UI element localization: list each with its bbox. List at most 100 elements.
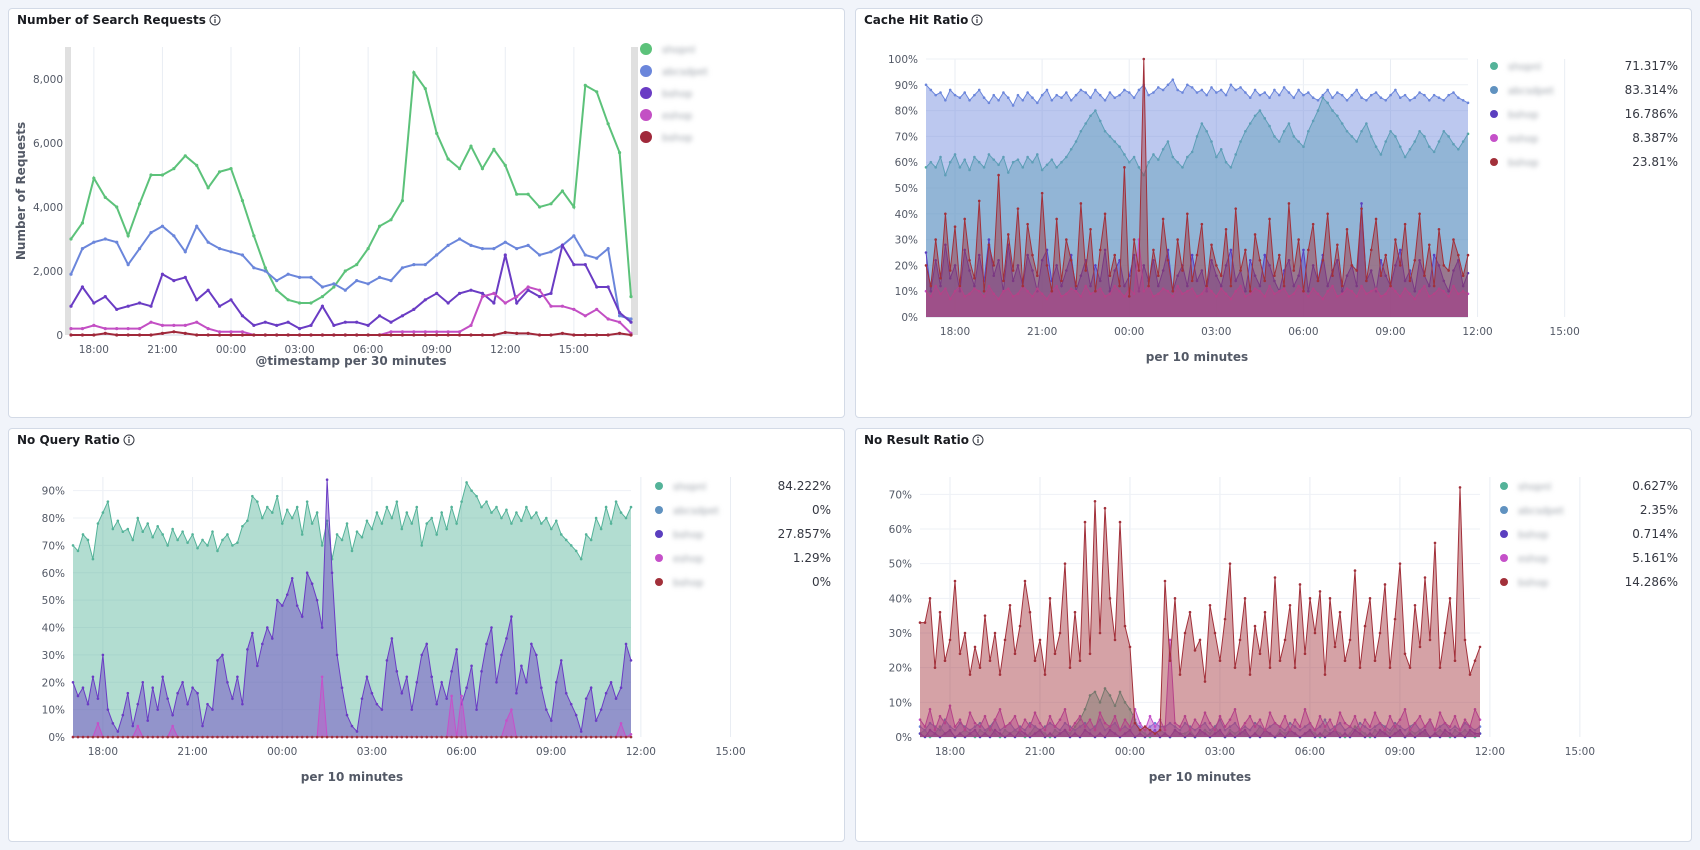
legend-item[interactable]: abcsdpet 83.314%: [1490, 83, 1678, 97]
data-point: [423, 263, 427, 267]
data-point: [380, 522, 384, 525]
data-point: [1311, 96, 1315, 99]
data-point: [156, 735, 159, 739]
data-point: [86, 735, 90, 739]
legend-item[interactable]: abcsdpet 2.35%: [1500, 503, 1678, 517]
data-point: [953, 579, 957, 583]
legend-item[interactable]: bshop 27.857%: [655, 527, 831, 541]
data-point: [1263, 295, 1267, 298]
legend-item[interactable]: bshop 16.786%: [1490, 107, 1678, 121]
data-point: [1045, 88, 1049, 92]
data-point: [1153, 728, 1157, 732]
data-point: [1443, 732, 1447, 735]
data-point: [1418, 258, 1421, 262]
x-tick-label: 18:00: [935, 746, 965, 758]
data-point: [997, 173, 1000, 177]
legend-item[interactable]: eshop 5.161%: [1500, 551, 1678, 565]
info-icon[interactable]: [123, 434, 135, 446]
data-point: [1002, 155, 1005, 159]
data-point: [1188, 610, 1192, 614]
data-point: [572, 307, 576, 311]
info-icon[interactable]: [209, 14, 221, 26]
data-point: [1003, 725, 1007, 728]
data-point: [1408, 279, 1412, 283]
data-point: [1153, 725, 1157, 728]
data-point: [1473, 732, 1477, 735]
data-point: [1171, 289, 1175, 293]
data-point: [1398, 248, 1402, 252]
data-point: [1463, 638, 1467, 642]
data-point: [1408, 98, 1412, 102]
data-point: [1158, 728, 1162, 732]
data-point: [953, 735, 957, 739]
info-icon[interactable]: [971, 14, 983, 26]
legend-item[interactable]: shopnl: [640, 43, 695, 56]
legend-item[interactable]: abcsdpet 0%: [655, 503, 831, 517]
legend-item[interactable]: abcsdpet: [640, 65, 708, 78]
legend-item[interactable]: bshop 23.81%: [1490, 155, 1678, 169]
data-point: [160, 323, 165, 327]
data-point: [963, 735, 967, 739]
data-point: [1384, 98, 1388, 102]
legend-item[interactable]: bshop: [640, 87, 692, 100]
data-point: [1045, 163, 1049, 167]
data-point: [1447, 269, 1450, 272]
data-point: [1153, 732, 1157, 735]
data-point: [1287, 122, 1291, 125]
legend-value: 27.857%: [778, 527, 831, 541]
data-point: [1156, 292, 1160, 296]
data-point: [1318, 714, 1322, 718]
right-edge-bar: [631, 47, 638, 335]
legend-item[interactable]: eshop 1.29%: [655, 551, 831, 565]
x-tick-label: 03:00: [1205, 746, 1235, 758]
data-point: [355, 333, 359, 337]
data-point: [537, 288, 542, 292]
data-point: [1123, 284, 1126, 288]
data-point: [1297, 284, 1300, 288]
data-point: [1208, 732, 1212, 735]
data-point: [475, 735, 478, 739]
data-point: [983, 714, 987, 718]
data-point: [958, 96, 962, 99]
data-point: [510, 615, 513, 618]
data-point: [1438, 728, 1442, 732]
data-point: [380, 708, 384, 711]
y-tick-label: 90%: [42, 486, 65, 498]
data-point: [1128, 725, 1132, 728]
legend-item[interactable]: eshop: [640, 109, 692, 122]
legend-item[interactable]: eshop 8.387%: [1490, 131, 1678, 145]
data-point: [263, 320, 267, 324]
data-point: [1148, 725, 1152, 728]
x-tick-label: 00:00: [1114, 326, 1144, 338]
info-icon[interactable]: [972, 434, 984, 446]
data-point: [1108, 694, 1112, 697]
data-point: [1178, 725, 1182, 728]
legend-label: shopnl: [1518, 482, 1551, 493]
legend-item[interactable]: bshop 0%: [655, 575, 831, 589]
data-point: [1040, 168, 1044, 172]
data-point: [1186, 289, 1189, 293]
legend-item[interactable]: shopnl 71.317%: [1490, 59, 1678, 73]
legend-item[interactable]: shopnl 84.222%: [655, 479, 831, 493]
data-point: [251, 494, 254, 498]
data-point: [1423, 732, 1427, 735]
data-point: [515, 511, 518, 514]
data-point: [1298, 728, 1302, 732]
legend-item[interactable]: shopnl 0.627%: [1500, 479, 1678, 493]
data-point: [137, 333, 142, 337]
data-point: [992, 93, 996, 97]
data-point: [1208, 603, 1212, 607]
x-tick-label: 15:00: [715, 746, 745, 758]
data-point: [1365, 98, 1368, 102]
data-point: [101, 735, 105, 739]
legend-item[interactable]: bshop 14.286%: [1500, 575, 1678, 589]
data-point: [1466, 271, 1470, 275]
data-point: [1338, 735, 1342, 739]
legend-item[interactable]: bshop 0.714%: [1500, 527, 1678, 541]
data-point: [1156, 86, 1160, 89]
data-point: [325, 478, 329, 482]
legend-item[interactable]: bshop: [640, 131, 692, 144]
data-point: [515, 735, 518, 739]
data-point: [1176, 160, 1179, 164]
data-point: [987, 238, 991, 241]
